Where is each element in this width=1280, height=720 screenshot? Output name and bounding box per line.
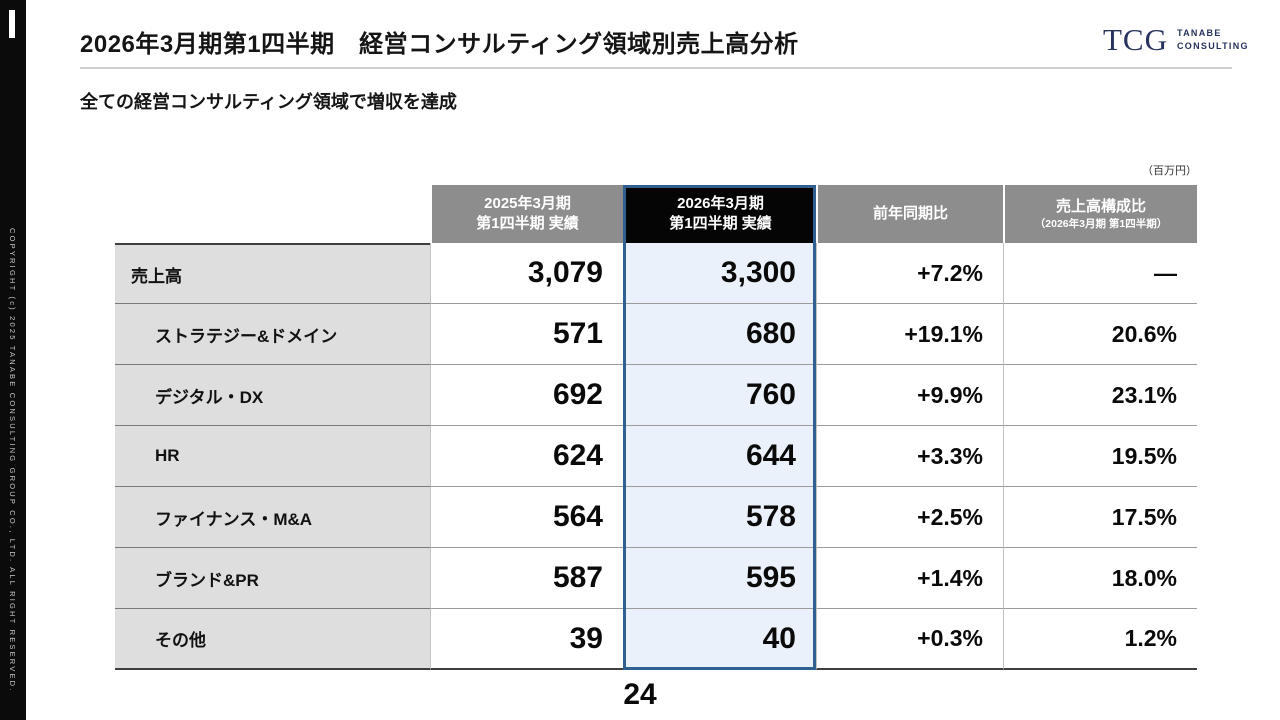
cell-share: 18.0%: [1003, 548, 1197, 609]
column-header-share: 売上高構成比 （2026年3月期 第1四半期）: [1003, 185, 1197, 243]
cell-share: 19.5%: [1003, 426, 1197, 487]
cell-curr: 680: [623, 304, 816, 365]
column-header-line2: 第1四半期 実績: [476, 215, 579, 232]
column-header-yoy: 前年同期比: [816, 185, 1003, 243]
row-label: ファイナンス・M&A: [115, 487, 430, 548]
cell-share: 23.1%: [1003, 365, 1197, 426]
column-header-fy2025: 2025年3月期 第1四半期 実績: [430, 185, 623, 243]
cell-yoy: +2.5%: [816, 487, 1003, 548]
subtitle: 全ての経営コンサルティング領域で増収を達成: [80, 92, 457, 112]
cell-prev: 624: [430, 426, 623, 487]
cell-prev: 692: [430, 365, 623, 426]
column-header-line1: 2026年3月期: [677, 194, 764, 212]
cell-prev: 587: [430, 548, 623, 609]
left-black-bar: [0, 0, 26, 720]
copyright-text: COPYRIGHT (c) 2025 TANABE CONSULTING GRO…: [8, 228, 17, 693]
row-label: デジタル・DX: [115, 365, 430, 426]
cell-share: 17.5%: [1003, 487, 1197, 548]
tcg-logo-name-line1: TANABE: [1177, 27, 1222, 38]
cell-curr: 40: [623, 609, 816, 670]
cell-curr: 760: [623, 365, 816, 426]
revenue-table: 2025年3月期 第1四半期 実績 2026年3月期 第1四半期 実績 前年同期…: [115, 185, 1197, 670]
column-header-line1: 前年同期比: [872, 204, 948, 222]
unit-label: （百万円）: [1142, 165, 1197, 177]
cell-prev: 564: [430, 487, 623, 548]
title-divider: [80, 67, 1232, 69]
cell-yoy: +19.1%: [816, 304, 1003, 365]
sidebar-logo-mark: [9, 10, 15, 38]
cell-share: 20.6%: [1003, 304, 1197, 365]
column-header-line2: （2026年3月期 第1四半期）: [1034, 218, 1168, 231]
tcg-logo-name: TANABE CONSULTING: [1177, 27, 1249, 53]
row-label: ストラテジー&ドメイン: [115, 304, 430, 365]
cell-yoy: +9.9%: [816, 365, 1003, 426]
page-number: 24: [623, 678, 657, 711]
cell-prev: 39: [430, 609, 623, 670]
cell-curr: 578: [623, 487, 816, 548]
cell-curr: 644: [623, 426, 816, 487]
tcg-logo-icon: TCG: [1103, 22, 1168, 57]
tcg-logo-name-line2: CONSULTING: [1177, 41, 1249, 51]
column-header-line2: 第1四半期 実績: [669, 215, 772, 232]
row-label: ブランド&PR: [115, 548, 430, 609]
row-label: 売上高: [115, 243, 430, 304]
cell-yoy: +3.3%: [816, 426, 1003, 487]
cell-prev: 3,079: [430, 243, 623, 304]
cell-yoy: +1.4%: [816, 548, 1003, 609]
cell-yoy: +7.2%: [816, 243, 1003, 304]
page-title: 2026年3月期第1四半期 経営コンサルティング領域別売上高分析: [80, 31, 799, 58]
cell-curr: 3,300: [623, 243, 816, 304]
cell-curr: 595: [623, 548, 816, 609]
tcg-logo: TCG TANABE CONSULTING: [1103, 22, 1249, 58]
column-header-line1: 2025年3月期: [484, 194, 571, 212]
table-corner-cell: [115, 185, 430, 243]
row-label: HR: [115, 426, 430, 487]
cell-share: 1.2%: [1003, 609, 1197, 670]
column-header-line1: 売上高構成比: [1055, 197, 1146, 215]
cell-yoy: +0.3%: [816, 609, 1003, 670]
row-label: その他: [115, 609, 430, 670]
cell-share: —: [1003, 243, 1197, 304]
column-header-fy2026: 2026年3月期 第1四半期 実績: [623, 185, 816, 243]
cell-prev: 571: [430, 304, 623, 365]
